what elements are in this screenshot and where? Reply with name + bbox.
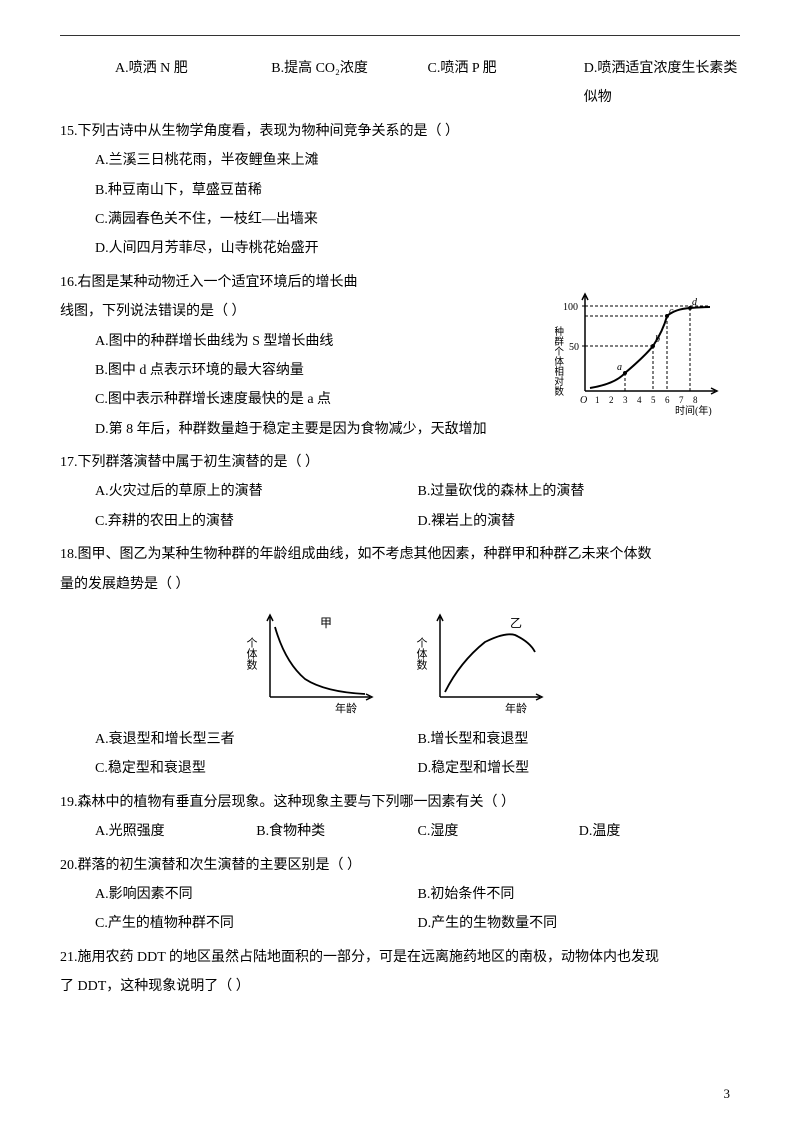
svg-text:年龄: 年龄 — [335, 701, 357, 715]
q15-option-a: A.兰溪三日桃花雨，半夜鲤鱼来上滩 — [60, 146, 740, 175]
q21-stem-1: 21.施用农药 DDT 的地区虽然占陆地面积的一部分，可是在远离施药地区的南极，… — [60, 943, 740, 972]
q14-option-c: C.喷洒 P 肥 — [428, 54, 584, 113]
q20-option-b: B.初始条件不同 — [418, 880, 741, 909]
q17-option-c: C.弃耕的农田上的演替 — [95, 507, 418, 536]
q18-option-b: B.增长型和衰退型 — [418, 725, 741, 754]
svg-text:甲: 甲 — [320, 616, 332, 630]
q14-options: A.喷洒 N 肥 B.提高 CO₂浓度 C.喷洒 P 肥 D.喷洒适宜浓度生长素… — [60, 54, 740, 113]
q17-row1: A.火灾过后的草原上的演替 B.过量砍伐的森林上的演替 — [60, 477, 740, 506]
q18-row1: A.衰退型和增长型三者 B.增长型和衰退型 — [60, 725, 740, 754]
q20-option-d: D.产生的生物数量不同 — [418, 909, 741, 938]
q14-option-a: A.喷洒 N 肥 — [115, 54, 271, 113]
svg-text:c: c — [669, 306, 674, 317]
svg-text:种群个体相对数: 种群个体相对数 — [555, 325, 564, 397]
q15-option-c: C.满园春色关不住，一枝红—出墙来 — [60, 205, 740, 234]
page-number: 3 — [724, 1080, 731, 1107]
q19-options: A.光照强度 B.食物种类 C.湿度 D.温度 — [60, 817, 740, 846]
svg-text:7: 7 — [679, 395, 684, 405]
svg-text:b: b — [655, 334, 660, 345]
svg-text:4: 4 — [637, 395, 642, 405]
svg-text:1: 1 — [595, 395, 600, 405]
q18-stem-1: 18.图甲、图乙为某种生物种群的年龄组成曲线，如不考虑其他因素，种群甲和种群乙未… — [60, 540, 740, 569]
q18-chart-jia: 个体数 年龄 甲 — [245, 607, 385, 717]
q18-option-d: D.稳定型和增长型 — [418, 754, 741, 783]
q14-option-d: D.喷洒适宜浓度生长素类似物 — [584, 54, 740, 113]
q16-option-d: D.第 8 年后，种群数量趋于稳定主要是因为食物减少，天敌增加 — [60, 415, 740, 444]
q18-option-c: C.稳定型和衰退型 — [95, 754, 418, 783]
q19-option-c: C.湿度 — [418, 817, 579, 846]
q15-option-b: B.种豆南山下，草盛豆苗稀 — [60, 176, 740, 205]
q19-option-a: A.光照强度 — [95, 817, 256, 846]
svg-text:a: a — [617, 362, 622, 373]
q17-option-b: B.过量砍伐的森林上的演替 — [418, 477, 741, 506]
svg-text:年龄: 年龄 — [505, 701, 527, 715]
q18-charts: 个体数 年龄 甲 个体数 年龄 乙 — [60, 607, 740, 717]
q16-block: 16.右图是某种动物迁入一个适宜环境后的增长曲 线图，下列说法错误的是（ ） A… — [60, 268, 740, 444]
svg-text:个体数: 个体数 — [245, 637, 258, 671]
q20-row2: C.产生的植物种群不同 D.产生的生物数量不同 — [60, 909, 740, 938]
q17-stem: 17.下列群落演替中属于初生演替的是（ ） — [60, 448, 740, 477]
svg-text:乙: 乙 — [510, 616, 522, 630]
q19-option-d: D.温度 — [579, 817, 740, 846]
svg-text:50: 50 — [569, 342, 579, 353]
svg-text:2: 2 — [609, 395, 614, 405]
svg-text:8: 8 — [693, 395, 698, 405]
q14-option-b: B.提高 CO₂浓度 — [271, 54, 427, 113]
svg-text:6: 6 — [665, 395, 670, 405]
q21-stem-2: 了 DDT，这种现象说明了（ ） — [60, 972, 740, 1001]
q15-stem: 15.下列古诗中从生物学角度看，表现为物种间竞争关系的是（ ） — [60, 117, 740, 146]
svg-text:时间(年): 时间(年) — [675, 404, 712, 416]
svg-text:个体数: 个体数 — [415, 637, 428, 671]
q19-option-b: B.食物种类 — [256, 817, 417, 846]
q20-row1: A.影响因素不同 B.初始条件不同 — [60, 880, 740, 909]
q18-stem-2: 量的发展趋势是（ ） — [60, 570, 740, 599]
svg-text:3: 3 — [623, 395, 628, 405]
q16-s-curve-chart: 50 100 种群个体相对数 O 1 2 3 4 5 6 7 8 时间(年) a… — [555, 286, 725, 416]
q20-option-a: A.影响因素不同 — [95, 880, 418, 909]
q15-option-d: D.人间四月芳菲尽，山寺桃花始盛开 — [60, 234, 740, 263]
svg-text:O: O — [580, 395, 587, 406]
svg-text:100: 100 — [563, 302, 578, 313]
q17-option-d: D.裸岩上的演替 — [418, 507, 741, 536]
q18-option-a: A.衰退型和增长型三者 — [95, 725, 418, 754]
svg-text:5: 5 — [651, 395, 656, 405]
q18-row2: C.稳定型和衰退型 D.稳定型和增长型 — [60, 754, 740, 783]
q18-chart-yi: 个体数 年龄 乙 — [415, 607, 555, 717]
q20-stem: 20.群落的初生演替和次生演替的主要区别是（ ） — [60, 851, 740, 880]
q17-option-a: A.火灾过后的草原上的演替 — [95, 477, 418, 506]
q20-option-c: C.产生的植物种群不同 — [95, 909, 418, 938]
q19-stem: 19.森林中的植物有垂直分层现象。这种现象主要与下列哪一因素有关（ ） — [60, 788, 740, 817]
page-top-rule — [60, 35, 740, 36]
q17-row2: C.弃耕的农田上的演替 D.裸岩上的演替 — [60, 507, 740, 536]
